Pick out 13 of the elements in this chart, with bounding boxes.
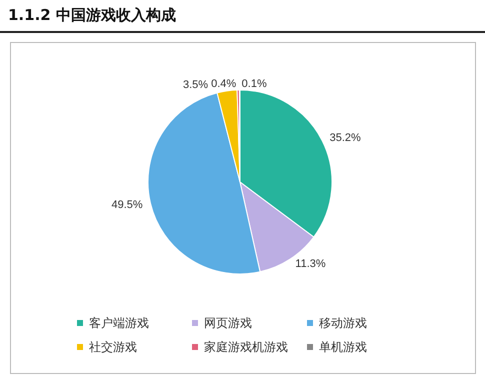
legend-label: 客户端游戏 bbox=[89, 316, 149, 330]
chart-title: 1.1.2 中国游戏收入构成 bbox=[8, 6, 176, 25]
data-label: 35.2% bbox=[330, 132, 362, 144]
legend-label: 家庭游戏机游戏 bbox=[204, 340, 288, 354]
legend-label: 单机游戏 bbox=[319, 340, 367, 354]
legend-label: 移动游戏 bbox=[319, 316, 367, 330]
data-label: 0.4% bbox=[211, 78, 236, 90]
legend-label: 社交游戏 bbox=[89, 340, 137, 354]
data-label: 49.5% bbox=[112, 198, 143, 211]
data-label: 3.5% bbox=[183, 78, 208, 91]
data-label: 11.3% bbox=[295, 258, 326, 270]
legend-label: 网页游戏 bbox=[204, 316, 252, 330]
data-label: 0.1% bbox=[242, 78, 267, 90]
